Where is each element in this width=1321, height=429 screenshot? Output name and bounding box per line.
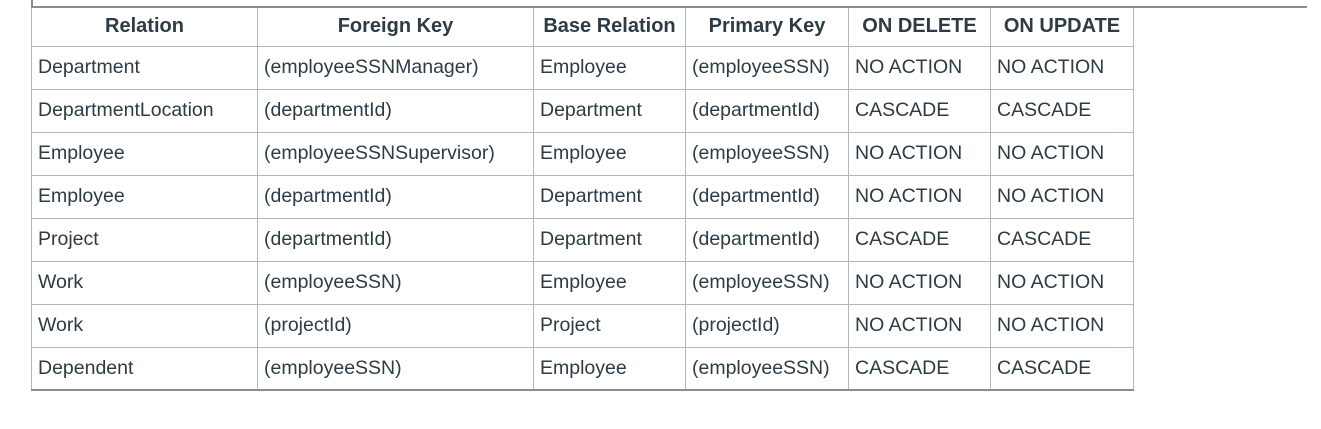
table-cell: Work <box>31 260 258 305</box>
table-cell: Project <box>533 303 686 348</box>
table-cell: (employeeSSN) <box>685 45 849 90</box>
table-cell: (employeeSSN) <box>685 260 849 305</box>
column-header-primary-key: Primary Key <box>685 6 849 47</box>
table-row: Department (employeeSSNManager) Employee… <box>31 45 1134 90</box>
table-cell: Project <box>31 217 258 262</box>
table-cell: (departmentId) <box>685 217 849 262</box>
table-cell: (employeeSSN) <box>257 346 534 391</box>
column-header-base-relation: Base Relation <box>533 6 686 47</box>
table-container: Relation Foreign Key Base Relation Prima… <box>31 6 1134 391</box>
table-header: Relation Foreign Key Base Relation Prima… <box>31 6 1134 47</box>
table-cell: (employeeSSN) <box>257 260 534 305</box>
table-cell: Employee <box>533 45 686 90</box>
table-cell: Employee <box>533 131 686 176</box>
column-header-on-delete: ON DELETE <box>848 6 991 47</box>
table-cell: (employeeSSN) <box>685 346 849 391</box>
table-cell: CASCADE <box>990 88 1134 133</box>
table-cell: Department <box>533 174 686 219</box>
cutoff-border-fragment-vertical <box>31 0 33 7</box>
table-row: Dependent (employeeSSN) Employee (employ… <box>31 346 1134 391</box>
table-cell: (departmentId) <box>685 174 849 219</box>
table-cell: (employeeSSNSupervisor) <box>257 131 534 176</box>
foreign-key-constraints-table: Relation Foreign Key Base Relation Prima… <box>31 6 1134 391</box>
cutoff-border-fragment-horizontal <box>1133 6 1307 8</box>
table-cell: (departmentId) <box>257 88 534 133</box>
table-cell: Work <box>31 303 258 348</box>
table-cell: NO ACTION <box>990 45 1134 90</box>
table-cell: NO ACTION <box>848 45 991 90</box>
table-row: DepartmentLocation (departmentId) Depart… <box>31 88 1134 133</box>
column-header-relation: Relation <box>31 6 258 47</box>
table-cell: CASCADE <box>848 346 991 391</box>
table-cell: Employee <box>533 260 686 305</box>
table-cell: NO ACTION <box>848 131 991 176</box>
table-row: Employee (departmentId) Department (depa… <box>31 174 1134 219</box>
table-row: Work (employeeSSN) Employee (employeeSSN… <box>31 260 1134 305</box>
table-cell: (projectId) <box>257 303 534 348</box>
table-cell: Department <box>533 217 686 262</box>
table-cell: DepartmentLocation <box>31 88 258 133</box>
table-cell: CASCADE <box>990 217 1134 262</box>
table-row: Work (projectId) Project (projectId) NO … <box>31 303 1134 348</box>
table-cell: (departmentId) <box>257 174 534 219</box>
table-cell: NO ACTION <box>990 303 1134 348</box>
table-cell: CASCADE <box>848 88 991 133</box>
table-cell: NO ACTION <box>990 174 1134 219</box>
column-header-foreign-key: Foreign Key <box>257 6 534 47</box>
table-row: Project (departmentId) Department (depar… <box>31 217 1134 262</box>
table-cell: Department <box>533 88 686 133</box>
table-cell: Employee <box>31 174 258 219</box>
table-cell: CASCADE <box>990 346 1134 391</box>
header-row: Relation Foreign Key Base Relation Prima… <box>31 6 1134 47</box>
table-cell: (employeeSSN) <box>685 131 849 176</box>
table-row: Employee (employeeSSNSupervisor) Employe… <box>31 131 1134 176</box>
table-cell: Dependent <box>31 346 258 391</box>
table-cell: (projectId) <box>685 303 849 348</box>
column-header-on-update: ON UPDATE <box>990 6 1134 47</box>
table-cell: Department <box>31 45 258 90</box>
table-cell: Employee <box>31 131 258 176</box>
table-cell: CASCADE <box>848 217 991 262</box>
table-cell: NO ACTION <box>990 260 1134 305</box>
table-cell: Employee <box>533 346 686 391</box>
table-cell: (employeeSSNManager) <box>257 45 534 90</box>
table-cell: NO ACTION <box>848 174 991 219</box>
table-body: Department (employeeSSNManager) Employee… <box>31 45 1134 391</box>
table-cell: (departmentId) <box>685 88 849 133</box>
table-cell: (departmentId) <box>257 217 534 262</box>
table-cell: NO ACTION <box>848 303 991 348</box>
table-cell: NO ACTION <box>990 131 1134 176</box>
table-cell: NO ACTION <box>848 260 991 305</box>
